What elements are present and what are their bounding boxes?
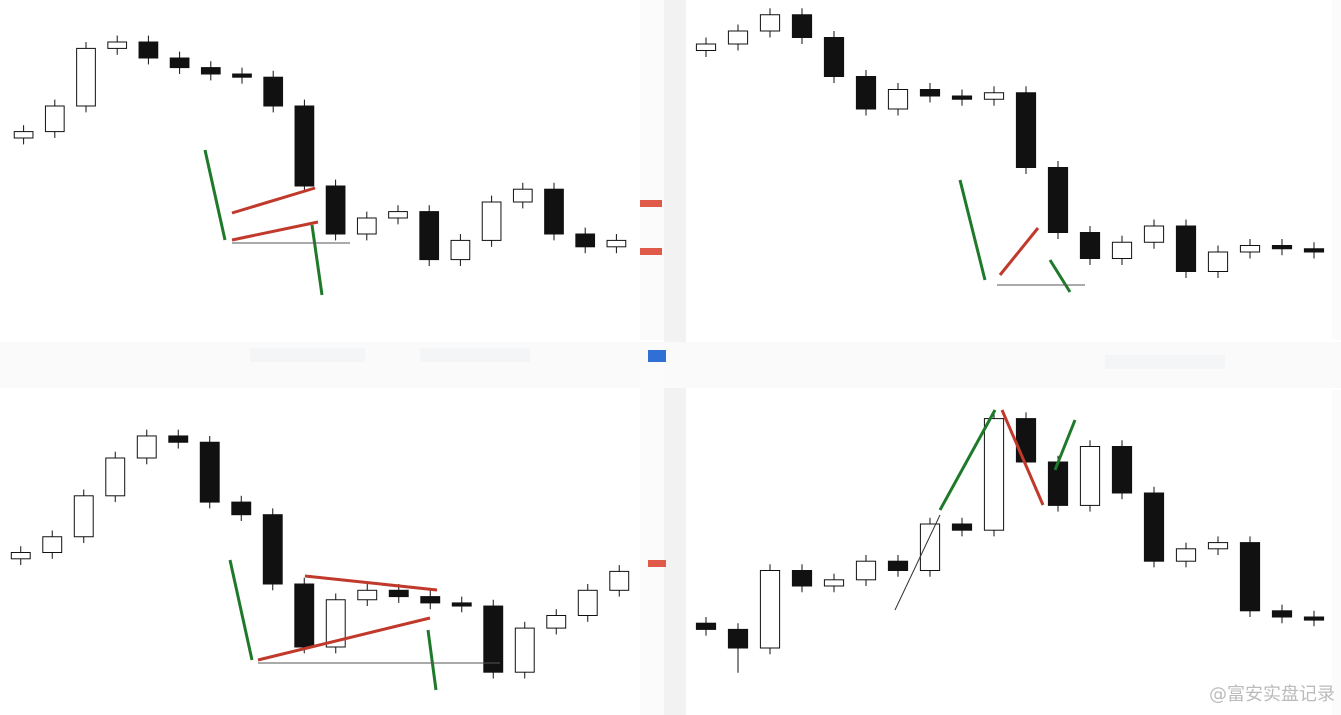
- candle-body: [983, 418, 1005, 531]
- candle-body: [823, 37, 845, 77]
- toolbar[interactable]: [250, 348, 365, 362]
- candle-body: [1143, 225, 1165, 243]
- candle-body: [388, 211, 408, 219]
- candle-body: [544, 188, 564, 235]
- candle-body: [727, 30, 749, 45]
- candle-body: [356, 217, 377, 235]
- candle-body: [200, 67, 221, 75]
- candle-body: [887, 560, 909, 572]
- candle-body: [105, 457, 126, 497]
- candle-body: [138, 41, 159, 59]
- candle-body: [1047, 167, 1069, 233]
- price-marker: [640, 200, 662, 207]
- toolbar[interactable]: [420, 348, 530, 362]
- candle-body: [483, 605, 504, 673]
- candle-body: [919, 89, 941, 97]
- candle-body: [1175, 548, 1197, 562]
- button[interactable]: [648, 350, 666, 362]
- candle-body: [1143, 492, 1165, 562]
- candle-body: [199, 441, 220, 503]
- candle-body: [1207, 542, 1229, 550]
- candle-body: [325, 599, 346, 648]
- candle-body: [546, 615, 567, 629]
- candle-body: [42, 536, 63, 553]
- candle-body: [823, 579, 845, 587]
- candle-body: [695, 622, 717, 630]
- candle-body: [1303, 616, 1325, 621]
- watermark: @富安实盘记录: [1209, 684, 1335, 705]
- price-axis: [640, 0, 664, 340]
- price-marker: [640, 248, 662, 255]
- candle-body: [232, 73, 252, 78]
- candle-body: [577, 589, 598, 616]
- candle-body: [1111, 446, 1133, 494]
- candle-body: [294, 105, 315, 187]
- candle-body: [575, 233, 596, 248]
- candle-body: [357, 589, 378, 601]
- candle-body: [1271, 610, 1293, 618]
- candle-body: [791, 570, 813, 587]
- price-axis: [640, 375, 664, 715]
- candle-body: [294, 583, 315, 648]
- candle-body: [855, 76, 877, 110]
- candle-body: [983, 92, 1005, 100]
- candle-body: [887, 89, 909, 110]
- price-axis: [1332, 390, 1341, 715]
- candle-body: [951, 523, 973, 531]
- candle-body: [1015, 92, 1037, 168]
- candle-body: [855, 560, 877, 581]
- trendlines: [203, 149, 1085, 691]
- price-axis: [1332, 0, 1341, 340]
- candle-body: [136, 435, 157, 459]
- candle-body: [606, 239, 627, 248]
- candle-body: [919, 523, 941, 571]
- candle-body: [420, 596, 441, 604]
- candle-body: [1079, 232, 1101, 259]
- candle-body: [759, 570, 781, 649]
- candle-body: [231, 501, 252, 516]
- candle-body: [1111, 241, 1133, 259]
- candle-body: [169, 57, 190, 69]
- candle-body: [419, 211, 440, 261]
- candle-body: [514, 627, 535, 673]
- candle-body: [695, 43, 717, 51]
- candle-body: [107, 41, 128, 49]
- candle-body: [262, 514, 283, 585]
- candle-body: [450, 239, 471, 261]
- candle-body: [13, 131, 34, 139]
- candle-body: [325, 185, 346, 235]
- candle-body: [76, 47, 96, 107]
- toolbar[interactable]: [1105, 355, 1225, 369]
- candle-body: [1239, 245, 1261, 253]
- candle-body: [791, 14, 813, 38]
- candle-body: [1047, 461, 1069, 506]
- candle-body: [512, 188, 533, 203]
- candle-body: [73, 495, 94, 538]
- candle-body: [727, 628, 749, 649]
- candle-body: [609, 570, 630, 591]
- candle-body: [263, 76, 284, 107]
- candle-body: [1175, 225, 1197, 272]
- candle-body: [759, 14, 781, 32]
- candle-body: [1303, 248, 1325, 253]
- candle-body: [1239, 542, 1261, 612]
- candle-body: [168, 435, 189, 443]
- candle-body: [1015, 418, 1037, 463]
- candle-body: [481, 201, 502, 241]
- candle-body: [1271, 245, 1293, 250]
- candle-body: [388, 589, 409, 598]
- candle-body: [951, 95, 973, 100]
- candle-body: [1079, 446, 1101, 506]
- price-marker: [648, 560, 666, 567]
- candle-body: [451, 602, 472, 607]
- candle-body: [44, 105, 65, 133]
- candle-body: [10, 552, 31, 560]
- candle-body: [1207, 251, 1229, 272]
